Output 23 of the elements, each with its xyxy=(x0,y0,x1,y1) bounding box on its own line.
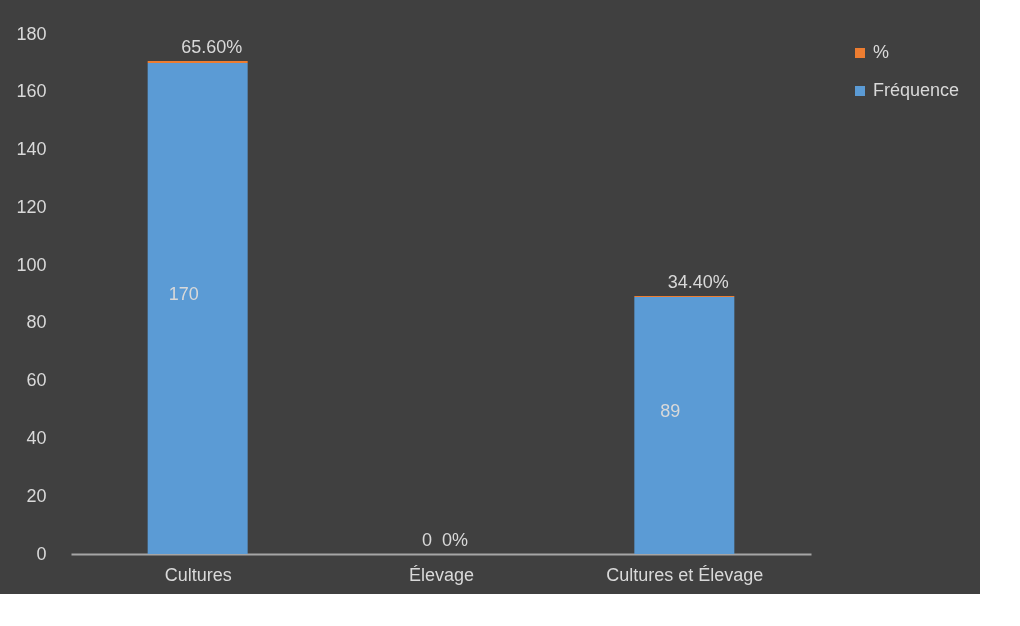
data-label: 0% xyxy=(441,530,469,550)
y-tick-label: 160 xyxy=(16,81,47,102)
bar xyxy=(634,296,735,554)
y-tick-label: 180 xyxy=(16,23,47,44)
y-tick-label: 60 xyxy=(26,370,47,391)
y-tick-label: 100 xyxy=(16,254,47,275)
y-tick-label: 0 xyxy=(36,543,47,564)
y-tick-label: 120 xyxy=(16,196,47,217)
data-label: 170 xyxy=(168,284,199,305)
legend-label: Fréquence xyxy=(873,80,960,100)
data-label: 34.40% xyxy=(667,271,729,292)
y-tick-label: 140 xyxy=(16,139,47,160)
y-tick-label: 80 xyxy=(26,312,47,333)
x-tick-label: Élevage xyxy=(408,564,475,585)
y-tick-label: 20 xyxy=(26,485,47,506)
data-label: 89 xyxy=(660,401,681,422)
legend-label: % xyxy=(873,42,890,62)
x-tick-label: Cultures xyxy=(164,564,232,585)
y-tick-label: 40 xyxy=(26,427,47,448)
bar xyxy=(147,62,248,554)
data-label: 0 xyxy=(421,530,433,550)
data-label: 65.60% xyxy=(181,36,243,57)
x-tick-label: Cultures et Élevage xyxy=(606,564,764,585)
